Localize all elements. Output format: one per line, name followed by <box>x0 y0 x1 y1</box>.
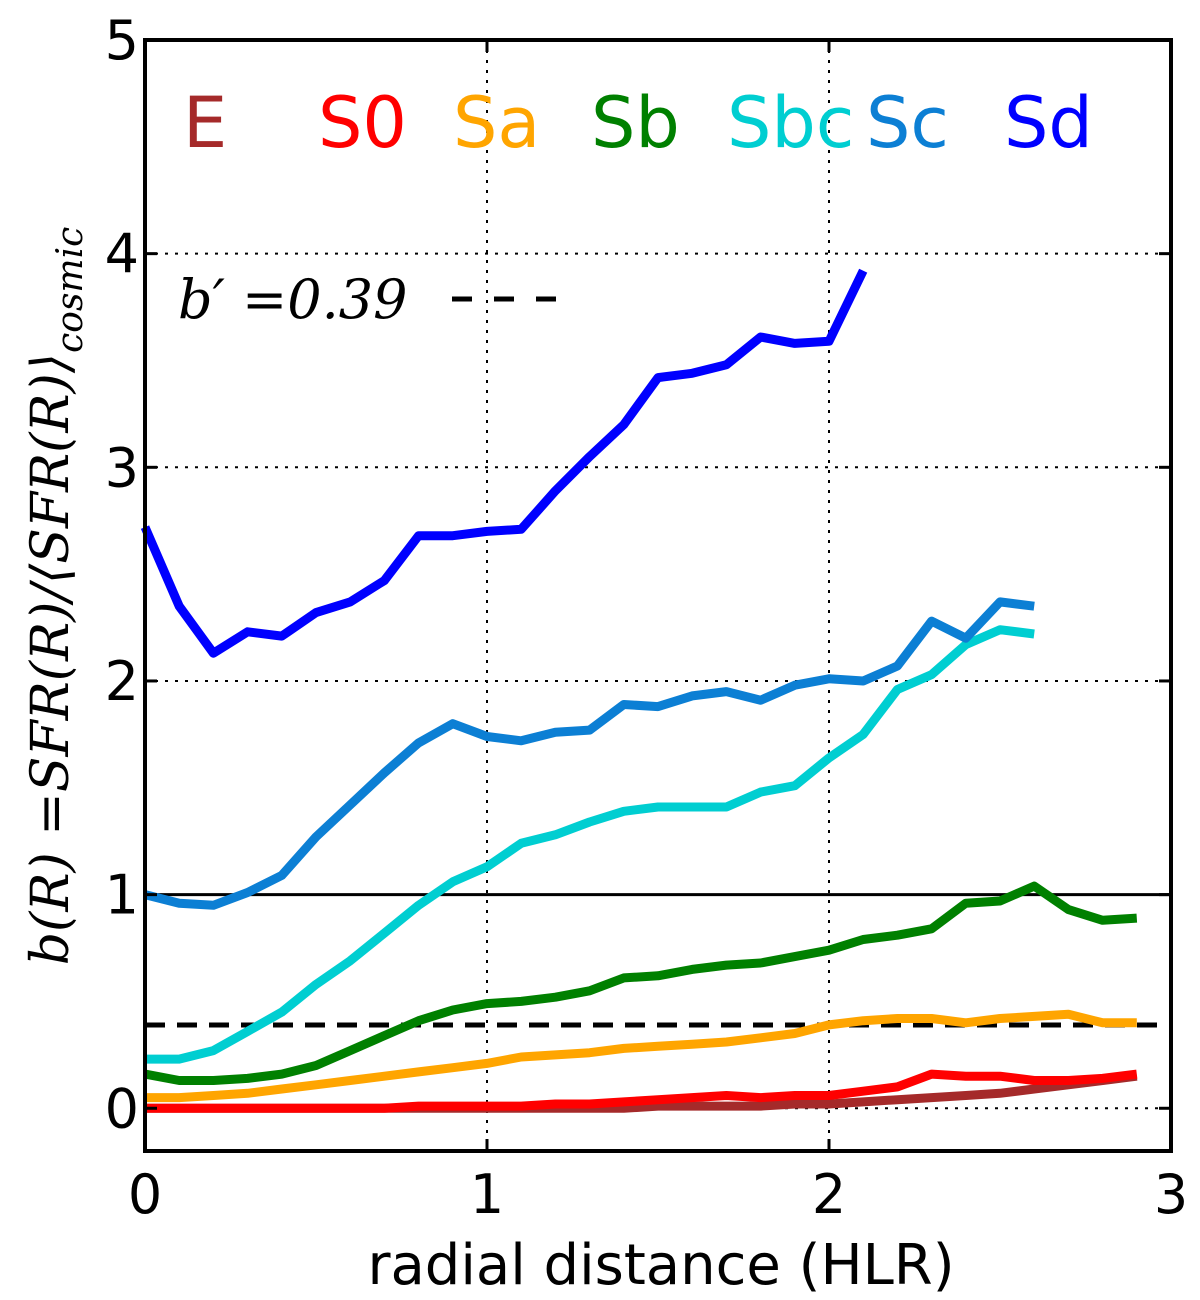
series-line-sd <box>140 268 868 658</box>
legend-label-sb: Sb <box>591 82 680 164</box>
x-tick-label: 1 <box>470 1163 504 1226</box>
series-line-sc <box>143 597 1035 910</box>
legend-label-e: E <box>183 82 227 164</box>
x-tick-label: 2 <box>812 1163 846 1226</box>
legend-label-sa: Sa <box>453 82 540 164</box>
y-tick-label: 3 <box>105 436 139 499</box>
y-tick-label: 5 <box>105 9 139 72</box>
ticks: 0 1 2 3 0 1 2 3 4 5 <box>105 9 1189 1226</box>
plot-frame <box>143 38 1173 1153</box>
legend-label-sbc: Sbc <box>727 82 854 164</box>
y-tick-label: 1 <box>105 864 139 927</box>
series-line-sbc <box>145 625 1035 1064</box>
b-prime-annotation: b′ =0.39 <box>178 268 407 331</box>
y-tick-label: 2 <box>105 650 139 713</box>
reference-lines <box>145 893 1171 1028</box>
legend-label-s0: S0 <box>318 82 407 164</box>
x-tick-label: 3 <box>1154 1163 1188 1226</box>
y-tick-label: 4 <box>105 223 139 286</box>
y-axis-title: b(R) =SFR(R)/⟨SFR(R)⟩cosmic <box>21 227 91 966</box>
x-tick-label: 0 <box>128 1163 162 1226</box>
legend: E S0 Sa Sb Sbc Sc Sd <box>183 82 1093 164</box>
series-line-sa <box>145 1009 1137 1103</box>
y-axis-title-subscript: cosmic <box>50 227 91 353</box>
y-axis-title-main: b(R) =SFR(R)/⟨SFR(R)⟩ <box>21 353 81 965</box>
series-line-s0 <box>145 1069 1138 1113</box>
series-lines <box>140 268 1138 1113</box>
legend-label-sd: Sd <box>1004 82 1093 164</box>
x-axis-title: radial distance (HLR) <box>367 1233 954 1298</box>
legend-label-sc: Sc <box>866 82 949 164</box>
y-tick-label: 0 <box>105 1077 139 1140</box>
series-line-sb <box>144 881 1138 1085</box>
